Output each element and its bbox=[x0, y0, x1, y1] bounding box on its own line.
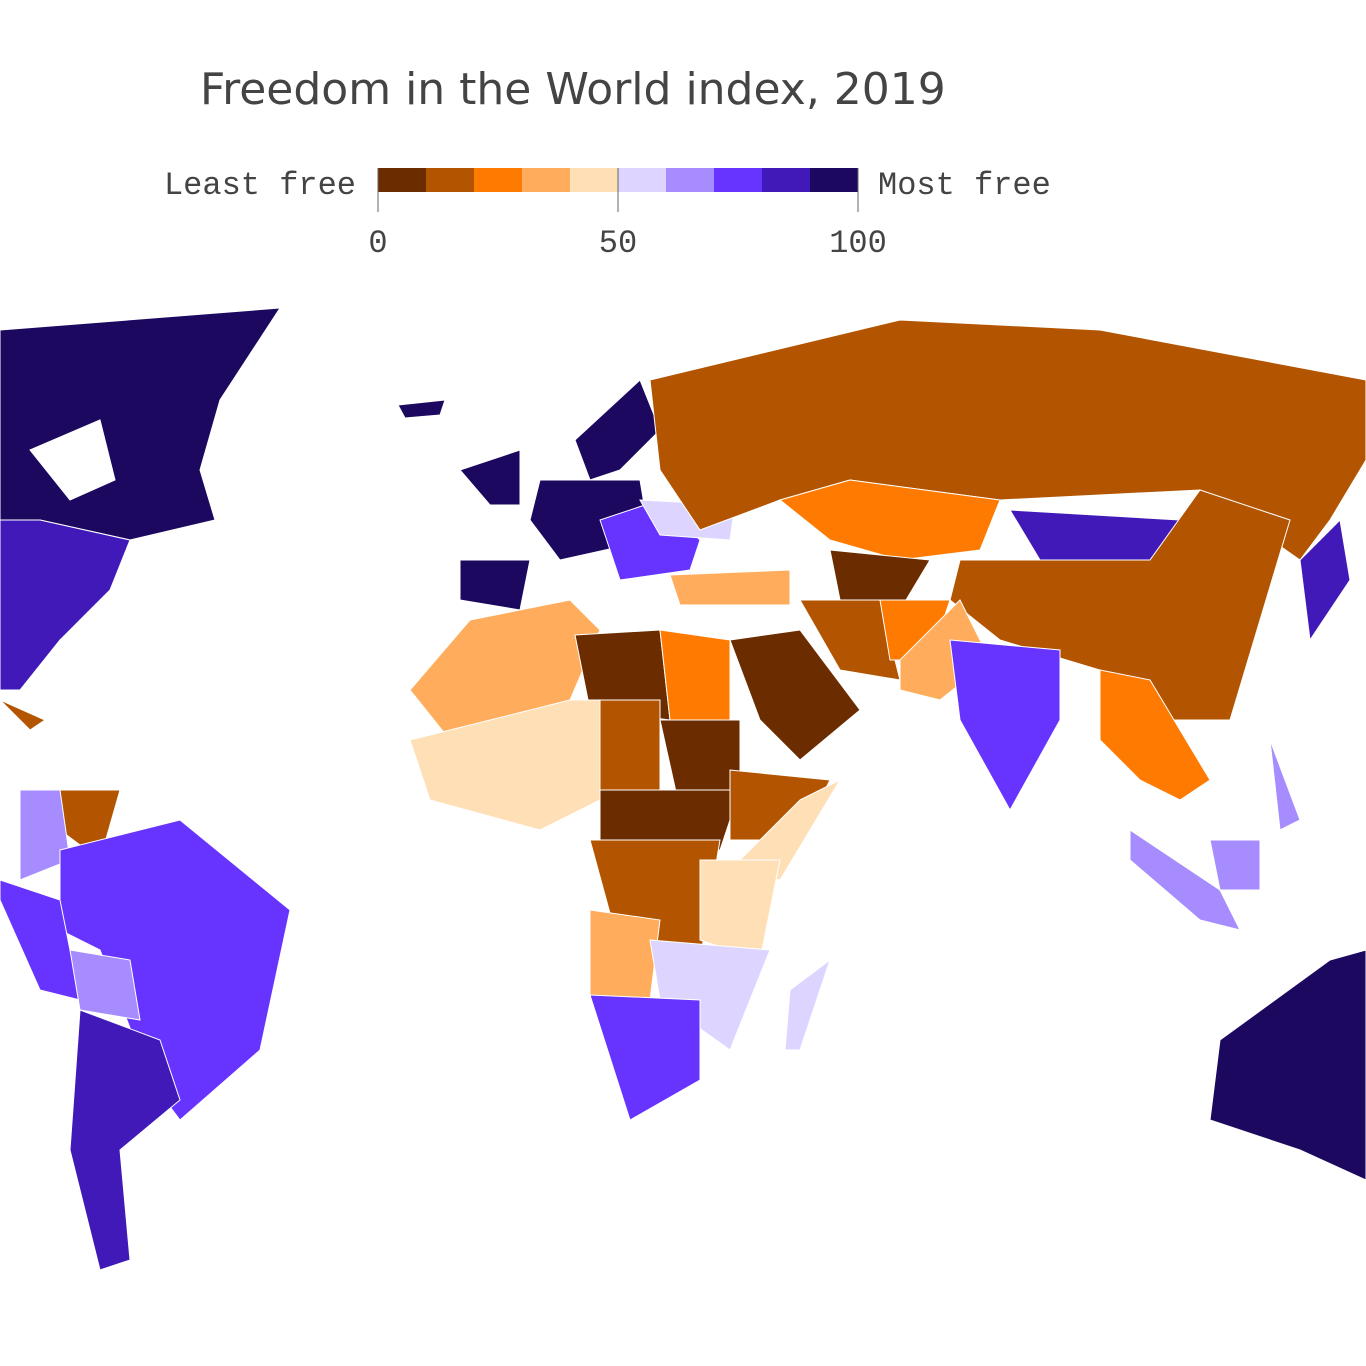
region bbox=[59, 819, 291, 1121]
legend-high-label: Most free bbox=[878, 167, 1051, 204]
region bbox=[69, 949, 141, 1021]
region bbox=[599, 789, 741, 851]
legend-swatch bbox=[618, 168, 666, 192]
region bbox=[1209, 949, 1366, 1181]
legend-swatch bbox=[762, 168, 810, 192]
legend-low-label: Least free bbox=[164, 167, 356, 204]
region bbox=[0, 699, 47, 731]
region bbox=[728, 778, 842, 881]
region bbox=[0, 307, 281, 541]
region bbox=[0, 519, 131, 691]
legend-tick-label: 50 bbox=[599, 225, 637, 262]
map-title: Freedom in the World index, 2019 bbox=[200, 64, 946, 115]
region bbox=[0, 879, 81, 1001]
legend-tick-label: 100 bbox=[829, 225, 887, 262]
world-map bbox=[0, 307, 1366, 1271]
region bbox=[1099, 669, 1211, 801]
region bbox=[459, 449, 521, 506]
region bbox=[949, 639, 1061, 812]
region bbox=[1009, 509, 1181, 561]
region bbox=[574, 379, 661, 481]
legend-swatch bbox=[378, 168, 426, 192]
legend-swatch bbox=[570, 168, 618, 192]
region bbox=[649, 939, 771, 1051]
region bbox=[459, 559, 531, 611]
region bbox=[778, 479, 1001, 561]
region bbox=[1299, 518, 1351, 642]
region bbox=[589, 994, 701, 1121]
legend-swatch bbox=[522, 168, 570, 192]
region bbox=[669, 569, 791, 606]
region bbox=[397, 399, 446, 419]
legend-swatch bbox=[666, 168, 714, 192]
legend: 0 50 100 bbox=[368, 168, 887, 262]
region bbox=[69, 1009, 181, 1271]
legend-tick-label: 0 bbox=[368, 225, 387, 262]
region bbox=[29, 419, 116, 501]
region bbox=[589, 909, 661, 1001]
region bbox=[1269, 739, 1301, 831]
legend-swatch bbox=[426, 168, 474, 192]
region bbox=[784, 958, 831, 1051]
legend-swatch bbox=[474, 168, 522, 192]
legend-swatch bbox=[810, 168, 858, 192]
region bbox=[1129, 829, 1241, 931]
region bbox=[949, 489, 1291, 721]
region bbox=[1209, 839, 1261, 891]
legend-swatch bbox=[714, 168, 762, 192]
region bbox=[729, 629, 861, 761]
region bbox=[659, 629, 731, 721]
